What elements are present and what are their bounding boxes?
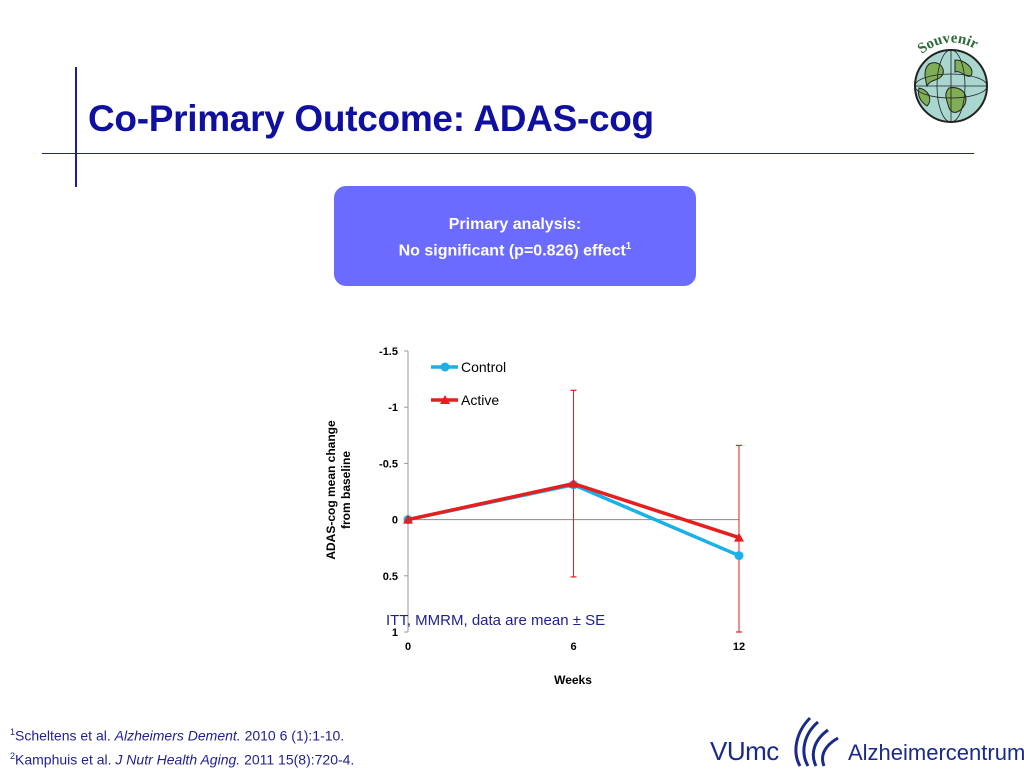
y-tick-label: 0 <box>392 515 398 527</box>
legend-marker-active <box>440 395 450 404</box>
x-tick-label: 6 <box>570 641 576 653</box>
y-axis-title-line: from baseline <box>339 451 353 529</box>
x-tick-label: 0 <box>405 641 411 653</box>
callout-line-1: Primary analysis: <box>448 216 582 233</box>
data-point-active <box>734 532 744 542</box>
y-axis-title: ADAS-cog mean changefrom baseline <box>324 420 353 560</box>
reference-1: 1Scheltens et al. Alzheimers Dement. 201… <box>10 727 345 744</box>
y-axis-title-line: ADAS-cog mean change <box>324 420 338 560</box>
legend-label-control: Control <box>461 359 506 375</box>
wave-lines-icon <box>794 716 839 767</box>
vumc-alzheimercentrum-logo: VUmc Alzheimercentrum <box>706 712 1024 768</box>
references: 1Scheltens et al. Alzheimers Dement. 201… <box>10 722 354 769</box>
x-axis-title: Weeks <box>554 673 592 687</box>
y-tick-label: -0.5 <box>379 458 398 470</box>
x-tick-label: 12 <box>733 641 745 653</box>
analysis-note: ITT, MMRM, data are mean ± SE <box>386 612 606 629</box>
y-tick-label: 0.5 <box>383 571 398 583</box>
y-tick-label: -1.5 <box>379 346 398 358</box>
souvenir-globe-logo: Souvenir <box>914 30 988 123</box>
reference-2: 2Kamphuis et al. J Nutr Health Aging. 20… <box>10 750 355 768</box>
callout-line-2: No significant (p=0.826) effect1 <box>398 241 632 260</box>
brand-vumc: VUmc <box>710 736 779 766</box>
data-point-active <box>568 478 579 488</box>
legend-marker-control <box>440 362 450 372</box>
data-point-control <box>734 551 744 561</box>
title-horizontal-rule <box>42 153 974 154</box>
title-vertical-rule <box>75 67 77 187</box>
legend-label-active: Active <box>461 392 499 408</box>
primary-analysis-callout: Primary analysis: No significant (p=0.82… <box>334 186 696 286</box>
y-tick-label: -1 <box>388 402 398 414</box>
data-point-active <box>403 514 413 524</box>
brand-alzheimercentrum: Alzheimercentrum <box>848 740 1024 765</box>
slide-title: Co-Primary Outcome: ADAS-cog <box>88 98 654 139</box>
y-tick-label: 1 <box>392 627 398 639</box>
